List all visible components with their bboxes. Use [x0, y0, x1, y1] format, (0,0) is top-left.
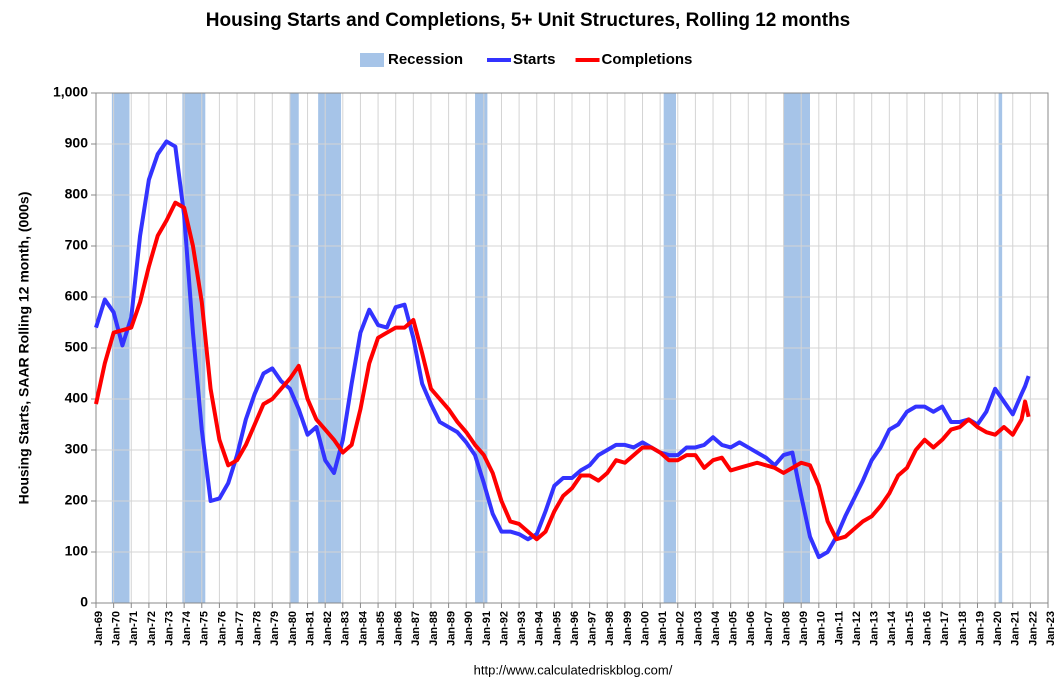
legend-label: Starts [513, 51, 556, 68]
x-tick-label: Jan-72 [146, 611, 158, 646]
y-tick-label: 1,000 [53, 84, 88, 100]
x-tick-label: Jan-79 [269, 611, 281, 646]
x-tick-label: Jan-76 [216, 611, 228, 646]
y-tick-label: 500 [65, 339, 89, 355]
x-tick-label: Jan-16 [921, 611, 933, 646]
x-tick-label: Jan-98 [604, 611, 616, 646]
x-tick-label: Jan-00 [639, 611, 651, 646]
y-tick-label: 700 [65, 237, 89, 253]
y-tick-label: 900 [65, 135, 89, 151]
x-tick-label: Jan-92 [498, 611, 510, 646]
y-tick-label: 600 [65, 288, 89, 304]
x-tick-label: Jan-17 [939, 611, 951, 646]
x-tick-label: Jan-97 [587, 611, 599, 646]
y-tick-label: 400 [65, 390, 89, 406]
x-tick-label: Jan-96 [569, 611, 581, 646]
x-tick-label: Jan-71 [128, 611, 140, 646]
x-tick-label: Jan-90 [463, 611, 475, 646]
y-axis-label: Housing Starts, SAAR Rolling 12 month, (… [16, 192, 32, 505]
x-tick-label: Jan-15 [904, 611, 916, 646]
x-tick-label: Jan-20 [992, 611, 1004, 646]
x-tick-label: Jan-87 [410, 611, 422, 646]
plot-frame [95, 92, 1049, 604]
x-tick-label: Jan-80 [287, 611, 299, 646]
x-tick-label: Jan-95 [551, 611, 563, 646]
x-tick-label: Jan-08 [780, 611, 792, 646]
x-tick-label: Jan-10 [816, 611, 828, 646]
x-tick-label: Jan-18 [957, 611, 969, 646]
x-tick-label: Jan-03 [692, 611, 704, 646]
x-tick-label: Jan-88 [428, 611, 440, 646]
x-tick-label: Jan-14 [886, 610, 898, 646]
x-tick-label: Jan-85 [375, 611, 387, 646]
x-tick-label: Jan-82 [322, 611, 334, 646]
x-tick-label: Jan-22 [1027, 611, 1039, 646]
source: http://www.calculatedriskblog.com/ [474, 662, 673, 677]
y-tick-label: 0 [80, 594, 88, 610]
legend-label: Completions [602, 51, 693, 68]
y-tick-label: 300 [65, 441, 89, 457]
x-tick-label: Jan-94 [534, 610, 546, 646]
x-tick-label: Jan-09 [798, 611, 810, 646]
x-tick-label: Jan-78 [252, 611, 264, 646]
x-tick-label: Jan-06 [745, 611, 757, 646]
x-tick-label: Jan-99 [622, 611, 634, 646]
x-tick-label: Jan-93 [516, 611, 528, 646]
x-tick-label: Jan-12 [851, 611, 863, 646]
x-tick-label: Jan-91 [481, 611, 493, 646]
x-tick-label: Jan-69 [93, 611, 105, 646]
x-tick-label: Jan-84 [357, 610, 369, 646]
x-tick-label: Jan-70 [111, 611, 123, 646]
x-tick-label: Jan-23 [1045, 611, 1057, 646]
x-tick-label: Jan-02 [675, 611, 687, 646]
x-tick-label: Jan-21 [1010, 611, 1022, 646]
x-tick-label: Jan-89 [445, 611, 457, 646]
x-tick-label: Jan-73 [163, 611, 175, 646]
x-tick-label: Jan-81 [304, 611, 316, 646]
chart-title: Housing Starts and Completions, 5+ Unit … [206, 10, 851, 31]
x-tick-label: Jan-74 [181, 610, 193, 646]
x-tick-label: Jan-75 [199, 611, 211, 646]
legend-label: Recession [388, 51, 463, 68]
y-tick-label: 800 [65, 186, 89, 202]
x-tick-label: Jan-86 [393, 611, 405, 646]
x-tick-label: Jan-04 [710, 610, 722, 646]
x-tick-label: Jan-07 [763, 611, 775, 646]
x-tick-label: Jan-05 [728, 611, 740, 646]
legend-swatch [360, 53, 384, 67]
y-tick-label: 100 [65, 543, 89, 559]
y-tick-label: 200 [65, 492, 89, 508]
x-tick-label: Jan-13 [869, 611, 881, 646]
x-tick-label: Jan-83 [340, 611, 352, 646]
x-tick-label: Jan-19 [974, 611, 986, 646]
series-line [94, 139, 1031, 560]
x-tick-label: Jan-11 [833, 611, 845, 645]
x-tick-label: Jan-01 [657, 611, 669, 646]
series-line [94, 200, 1031, 542]
x-tick-label: Jan-77 [234, 611, 246, 646]
